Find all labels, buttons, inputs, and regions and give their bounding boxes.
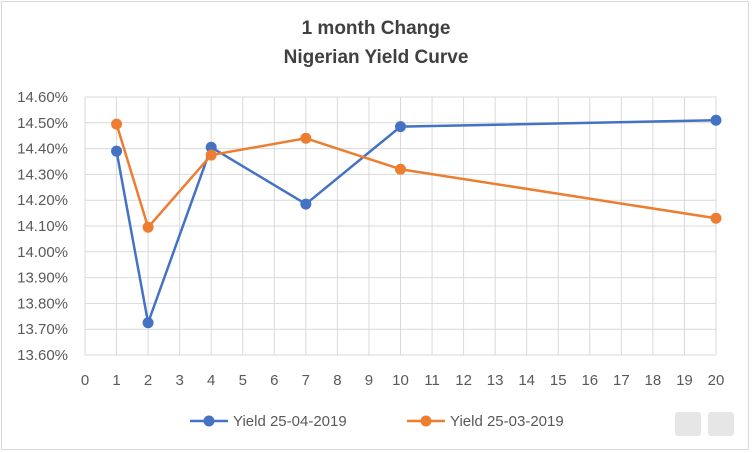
legend-label: Yield 25-04-2019 [233,413,347,430]
x-tick-label: 18 [645,372,662,389]
x-tick-label: 8 [333,372,341,389]
y-tick-label: 13.70% [17,321,68,338]
data-point [300,198,312,210]
y-tick-label: 13.80% [17,295,68,312]
y-tick-label: 14.20% [17,192,68,209]
x-tick-label: 6 [270,372,278,389]
series-line [115,118,717,324]
series-line [115,123,717,229]
y-tick-label: 14.30% [17,166,68,183]
x-tick-label: 0 [81,372,89,389]
data-point [205,141,217,153]
data-point [710,212,722,224]
y-tick-label: 13.90% [17,270,68,287]
y-tick-label: 14.40% [17,141,68,158]
x-tick-label: 14 [518,372,535,389]
corner-widget [708,412,734,436]
data-point [142,317,154,329]
chart-title: 1 month Change [301,18,451,39]
legend-marker [420,415,432,427]
data-point [142,221,154,233]
x-tick-label: 9 [365,372,373,389]
data-point [395,121,406,133]
data-point [205,149,217,161]
data-point [710,114,722,126]
data-point [111,145,123,157]
y-tick-label: 14.50% [17,115,68,132]
data-point [111,118,123,130]
x-tick-label: 13 [487,372,504,389]
corner-widget [675,412,701,436]
x-tick-label: 20 [708,372,725,389]
data-point [300,132,312,144]
x-tick-label: 17 [613,372,630,389]
x-tick-label: 4 [207,372,215,389]
x-tick-label: 16 [581,372,598,389]
x-tick-label: 15 [550,372,567,389]
chart-subtitle: Nigerian Yield Curve [283,47,469,68]
data-point [395,163,406,175]
y-tick-label: 14.60% [17,89,68,106]
x-tick-label: 2 [144,372,152,389]
x-tick-label: 1 [112,372,120,389]
x-tick-label: 7 [302,372,310,389]
x-tick-label: 3 [175,372,183,389]
legend-marker [203,415,215,427]
x-tick-label: 11 [424,372,440,389]
x-tick-label: 10 [392,372,409,389]
legend-label: Yield 25-03-2019 [450,413,564,430]
y-tick-label: 14.10% [17,218,68,235]
y-tick-label: 13.60% [17,347,68,364]
y-tick-label: 14.00% [17,244,68,261]
x-tick-label: 12 [455,372,472,389]
x-tick-label: 5 [239,372,247,389]
x-tick-label: 19 [676,372,693,389]
